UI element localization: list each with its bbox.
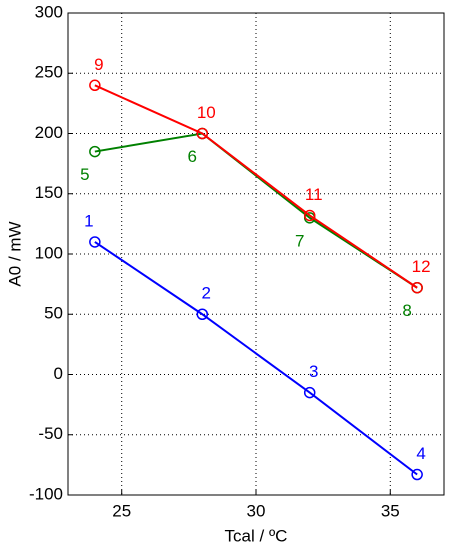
point-label: 11 xyxy=(305,185,323,204)
point-label: 9 xyxy=(94,55,103,74)
y-tick-label: -100 xyxy=(29,484,63,503)
point-label: 2 xyxy=(202,284,211,303)
data-point xyxy=(196,127,209,140)
point-label: 6 xyxy=(188,147,197,166)
y-tick-label: -50 xyxy=(38,424,63,443)
series-line xyxy=(94,241,418,476)
y-tick-label: 50 xyxy=(44,304,63,323)
data-point xyxy=(303,209,316,222)
data-point xyxy=(411,281,423,294)
x-tick-label: 35 xyxy=(381,501,400,520)
x-axis-title: Tcal / ºC xyxy=(225,526,288,545)
point-label: 7 xyxy=(295,231,304,250)
point-label: 3 xyxy=(309,362,318,381)
y-tick-label: 200 xyxy=(35,123,63,142)
point-label: 10 xyxy=(197,103,216,122)
series-line xyxy=(94,84,418,289)
point-label: 8 xyxy=(402,301,411,320)
point-label: 5 xyxy=(80,165,89,184)
point-label: 4 xyxy=(416,444,425,463)
point-label: 12 xyxy=(412,257,431,276)
data-point xyxy=(89,79,101,92)
x-tick-label: 25 xyxy=(112,501,131,520)
y-tick-label: 250 xyxy=(35,63,63,82)
y-tick-label: 100 xyxy=(35,243,63,262)
x-tick-label: 30 xyxy=(247,501,266,520)
data-point xyxy=(196,308,209,320)
y-axis-title: A0 / mW xyxy=(5,221,24,286)
data-point xyxy=(89,236,101,248)
point-label: 1 xyxy=(84,211,93,230)
data-point xyxy=(89,145,101,158)
y-tick-label: 300 xyxy=(35,2,63,21)
y-tick-label: 0 xyxy=(54,364,63,383)
data-point xyxy=(303,386,316,399)
y-tick-label: 150 xyxy=(35,183,63,202)
data-point xyxy=(411,468,423,481)
